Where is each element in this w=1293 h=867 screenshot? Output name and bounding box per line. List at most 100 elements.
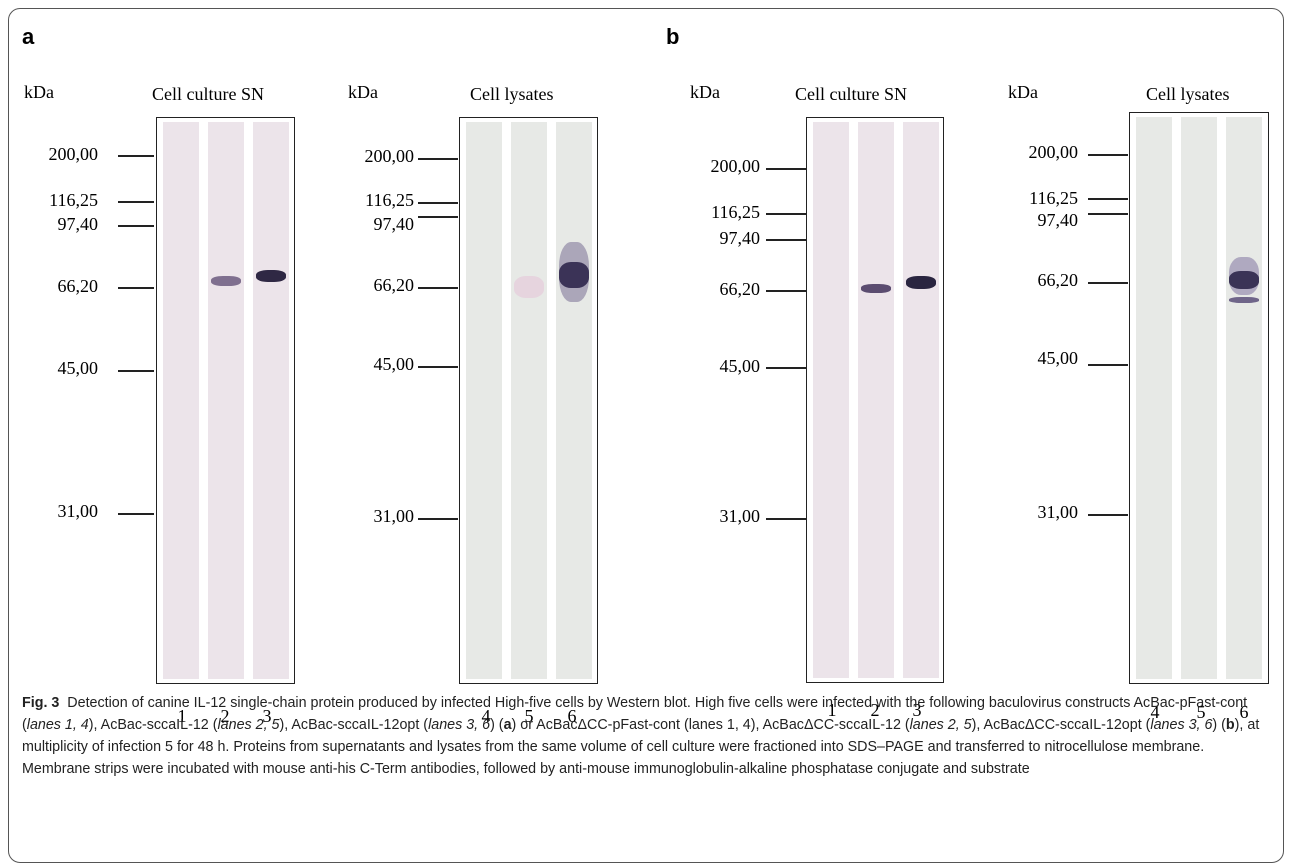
- lane-3: [903, 122, 939, 678]
- lane-number: 3: [262, 706, 272, 726]
- kda-label: kDa: [24, 82, 54, 102]
- marker-tick: [766, 367, 806, 369]
- lane-6: [556, 122, 592, 679]
- panel-a-label: a: [22, 24, 35, 49]
- lane-number: 5: [524, 706, 534, 726]
- marker-tick: [418, 366, 458, 368]
- mw-marker: 200,00: [48, 144, 99, 164]
- lane-number: 6: [567, 706, 577, 726]
- mw-marker: 97,40: [719, 228, 761, 248]
- mw-marker: 200,00: [1028, 142, 1079, 162]
- caption-text: ) (: [1212, 717, 1226, 733]
- marker-tick: [418, 202, 458, 204]
- mw-marker: 31,00: [57, 501, 99, 521]
- caption-text: High five cells were infected with the f…: [22, 695, 1248, 733]
- figure-label: Fig. 3: [22, 695, 60, 711]
- caption-panel-ref: b: [1225, 717, 1235, 733]
- lane-3: [253, 122, 289, 679]
- protein-band: [559, 262, 589, 288]
- marker-tick: [418, 518, 458, 520]
- lane-5: [511, 122, 547, 679]
- lane-number: 4: [481, 706, 491, 726]
- marker-tick: [1088, 282, 1128, 284]
- mw-marker: 200,00: [364, 146, 415, 166]
- mw-marker: 45,00: [373, 354, 415, 374]
- caption-lanes: lanes 3, 6: [1150, 717, 1213, 733]
- marker-tick: [766, 213, 806, 215]
- lane-number: 1: [827, 700, 837, 720]
- caption-lanes: lanes 1, 4: [26, 717, 89, 733]
- western-blot-membrane: [806, 117, 944, 683]
- lane-number: 2: [220, 706, 230, 726]
- panel-b-label: b: [666, 24, 680, 49]
- lane-4: [1136, 117, 1172, 679]
- marker-tick: [118, 513, 154, 515]
- kda-label: kDa: [690, 82, 720, 102]
- protein-band: [256, 270, 286, 282]
- protein-band: [1229, 271, 1259, 289]
- lane-2: [858, 122, 894, 678]
- lane-5: [1181, 117, 1217, 679]
- marker-tick: [118, 287, 154, 289]
- marker-tick: [418, 216, 458, 218]
- western-blot-membrane: [1129, 112, 1269, 684]
- mw-marker: 97,40: [1037, 210, 1079, 230]
- lane-number: 1: [177, 706, 187, 726]
- mw-marker: 200,00: [710, 156, 761, 176]
- mw-marker: 66,20: [57, 276, 99, 296]
- lane-number: 4: [1150, 702, 1160, 722]
- blot-title: Cell culture SN: [152, 84, 264, 104]
- kda-label: kDa: [1008, 82, 1038, 102]
- lane-number: 6: [1239, 702, 1249, 722]
- marker-tick: [1088, 364, 1128, 366]
- marker-tick: [118, 225, 154, 227]
- marker-tick: [1088, 213, 1128, 215]
- mw-marker: 66,20: [373, 275, 415, 295]
- caption-title: Detection of canine IL-12 single-chain p…: [67, 695, 691, 711]
- mw-marker: 66,20: [719, 279, 761, 299]
- lane-1: [813, 122, 849, 678]
- caption-lanes: lanes 3, 6: [428, 717, 491, 733]
- kda-label: kDa: [348, 82, 378, 102]
- protein-band: [906, 276, 936, 289]
- blot-title: Cell lysates: [1146, 84, 1230, 104]
- marker-tick: [418, 287, 458, 289]
- mw-marker: 116,25: [711, 202, 760, 222]
- marker-tick: [118, 370, 154, 372]
- mw-marker: 97,40: [373, 214, 415, 234]
- caption-lanes: lanes 2, 5: [909, 717, 972, 733]
- lane-number: 2: [870, 700, 880, 720]
- mw-marker: 45,00: [57, 358, 99, 378]
- marker-tick: [766, 168, 806, 170]
- marker-tick: [766, 290, 806, 292]
- marker-tick: [1088, 154, 1128, 156]
- lane-6: [1226, 117, 1262, 679]
- marker-tick: [766, 518, 806, 520]
- lane-1: [163, 122, 199, 679]
- mw-marker: 45,00: [1037, 348, 1079, 368]
- caption-text: ) or AcBacΔCC-pFast-cont (lanes 1, 4), A…: [511, 717, 910, 733]
- mw-marker: 97,40: [57, 214, 99, 234]
- mw-marker: 31,00: [719, 506, 761, 526]
- lane-2: [208, 122, 244, 679]
- mw-marker: 66,20: [1037, 270, 1079, 290]
- figure-caption: Fig. 3 Detection of canine IL-12 single-…: [22, 692, 1272, 780]
- marker-tick: [118, 155, 154, 157]
- caption-text: ), AcBac-sccaIL-12opt (: [279, 717, 429, 733]
- caption-panel-ref: a: [503, 717, 512, 733]
- caption-text: ), AcBac-sccaIL-12 (: [88, 717, 218, 733]
- protein-band: [211, 276, 241, 286]
- mw-marker: 116,25: [49, 190, 98, 210]
- protein-band: [1229, 297, 1259, 303]
- caption-text: ) (: [490, 717, 504, 733]
- blot-title: Cell lysates: [470, 84, 554, 104]
- lane-number: 3: [912, 700, 922, 720]
- mw-marker: 45,00: [719, 356, 761, 376]
- marker-tick: [118, 201, 154, 203]
- lane-number: 5: [1196, 702, 1206, 722]
- marker-tick: [1088, 198, 1128, 200]
- caption-text: ), at multiplicity of infection 5 for 48…: [22, 717, 1260, 777]
- mw-marker: 31,00: [1037, 502, 1079, 522]
- figure-frame: [8, 8, 1284, 863]
- marker-tick: [766, 239, 806, 241]
